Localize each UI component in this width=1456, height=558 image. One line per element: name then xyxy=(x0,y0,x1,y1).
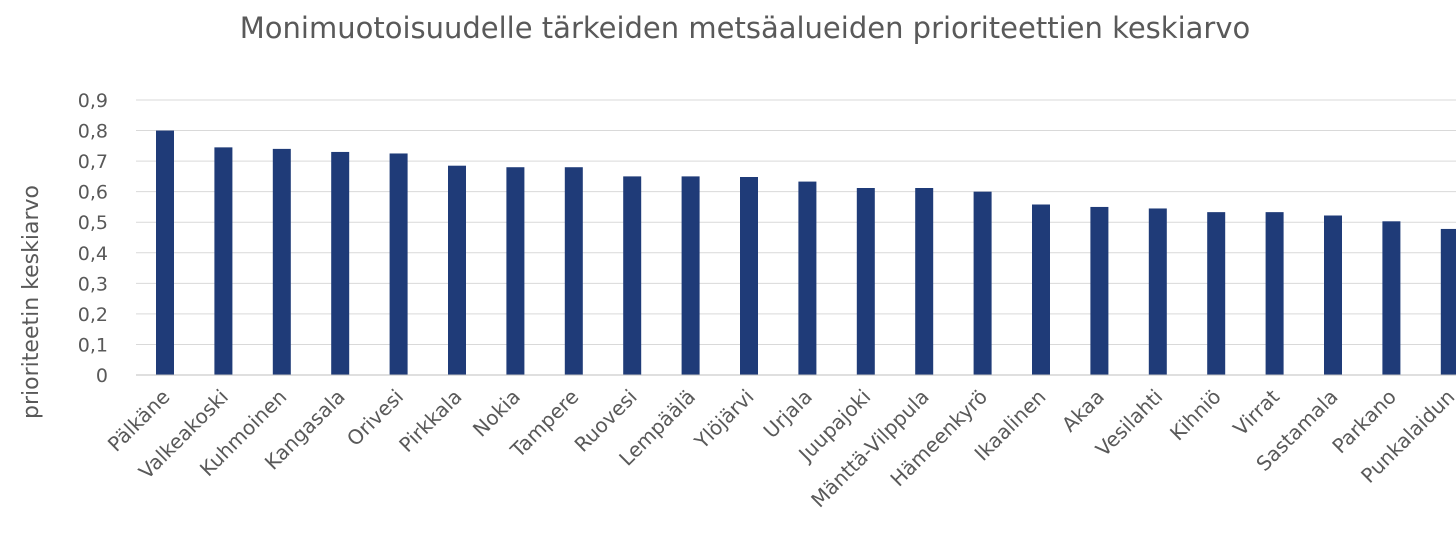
y-tick-label: 0,8 xyxy=(78,121,108,143)
bar xyxy=(1265,212,1284,375)
y-tick-label: 0 xyxy=(96,365,108,387)
bar xyxy=(1440,228,1456,375)
bar xyxy=(1207,212,1226,375)
bar xyxy=(798,181,817,375)
chart-title: Monimuotoisuudelle tärkeiden metsäalueid… xyxy=(240,11,1250,45)
x-tick-label: Akaa xyxy=(1057,385,1109,437)
x-tick-label: Nokia xyxy=(468,385,525,442)
bar xyxy=(1032,204,1050,375)
y-tick-label: 0,9 xyxy=(78,90,108,112)
bar xyxy=(623,176,642,375)
bar xyxy=(973,191,992,375)
bar xyxy=(156,130,174,375)
x-tick-label: Virrat xyxy=(1228,384,1284,440)
bar xyxy=(331,151,350,375)
bar xyxy=(214,147,233,375)
bar xyxy=(1324,215,1342,375)
y-axis-ticks: 0 0,1 0,2 0,3 0,4 0,5 0,6 0,7 0,8 0,9 xyxy=(78,90,108,387)
bar xyxy=(915,188,934,375)
bar xyxy=(272,148,291,375)
y-tick-label: 0,5 xyxy=(78,212,108,234)
bar xyxy=(740,177,758,375)
bar xyxy=(856,188,875,375)
x-tick-label: Ylöjärvi xyxy=(689,385,759,455)
x-axis-ticks: PälkäneValkeakoskiKuhmoinenKangasalaOriv… xyxy=(103,384,1456,512)
bar xyxy=(1090,206,1109,375)
y-tick-label: 0,2 xyxy=(78,304,108,326)
y-axis-label: prioriteetin keskiarvo xyxy=(19,185,44,419)
y-tick-label: 0,7 xyxy=(78,151,108,173)
gridlines xyxy=(136,99,1456,345)
y-tick-label: 0,6 xyxy=(78,182,108,204)
bar xyxy=(448,165,466,375)
y-tick-label: 0,1 xyxy=(78,334,108,356)
bars xyxy=(156,130,1456,375)
x-tick-label: Pirkkala xyxy=(394,385,466,457)
y-tick-label: 0,3 xyxy=(78,273,108,295)
bar xyxy=(681,176,700,375)
bar xyxy=(389,153,408,375)
x-tick-label: Kihniö xyxy=(1165,385,1226,446)
bar xyxy=(1382,221,1401,375)
y-tick-label: 0,4 xyxy=(78,243,108,265)
bar xyxy=(1148,208,1167,375)
bar xyxy=(506,167,525,375)
bar xyxy=(564,167,583,375)
